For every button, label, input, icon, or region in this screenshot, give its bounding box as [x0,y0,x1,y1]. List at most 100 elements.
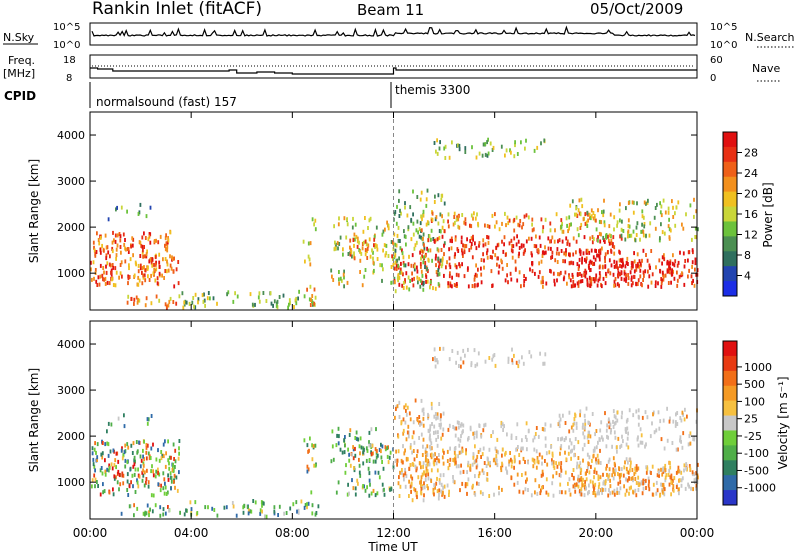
scatter-cell [368,430,371,435]
scatter-cell [310,298,312,302]
scatter-cell [307,254,310,259]
scatter-cell [443,273,445,278]
scatter-cell [612,425,615,429]
scatter-cell [637,443,640,448]
scatter-cell [639,274,642,279]
scatter-cell [127,250,130,254]
scatter-cell [598,491,600,496]
scatter-cell [377,470,380,475]
scatter-cell [111,240,114,245]
scatter-cell [128,263,130,268]
scatter-cell [438,480,441,485]
scatter-cell [304,259,306,264]
scatter-cell [399,270,401,275]
scatter-cell [475,246,478,251]
scatter-cell [688,268,690,273]
scatter-cell [262,291,265,295]
scatter-cell [487,240,490,245]
scatter-cell [539,351,541,356]
scatter-cell [679,435,682,440]
scatter-cell [118,232,121,236]
scatter-cell [330,268,333,273]
scatter-cell [670,476,673,481]
scatter-cell [404,205,406,210]
scatter-cell [630,277,633,282]
scatter-cell [441,225,444,230]
scatter-cell [682,412,684,417]
scatter-cell [600,420,603,425]
scatter-cell [331,429,334,434]
scatter-cell [486,255,489,260]
scatter-cell [369,216,372,221]
scatter-cell [645,201,647,206]
scatter-cell [335,242,337,247]
scatter-cell [623,271,626,276]
scatter-cell [575,425,578,430]
scatter-cell [91,484,93,489]
scatter-cell [655,265,657,270]
scatter-cell [423,243,425,248]
scatter-cell [403,405,406,410]
scatter-cell [482,491,484,496]
scatter-cell [579,212,582,217]
freq-panel [89,54,698,79]
scatter-cell [345,235,348,240]
scatter-cell [420,432,423,437]
scatter-cell [516,234,518,239]
scatter-cell [551,250,554,255]
scatter-cell [607,268,610,273]
scatter-cell [619,445,621,450]
scatter-cell [501,453,503,458]
scatter-cell [436,360,439,365]
scatter-cell [309,303,312,307]
scatter-cell [416,269,419,274]
scatter-cell [560,225,563,229]
scatter-cell [165,269,168,274]
scatter-cell [637,408,640,413]
scatter-cell [405,412,408,417]
scatter-cell [566,281,568,286]
scatter-cell [693,214,695,219]
scatter-cell [612,469,615,474]
scatter-cell [489,141,492,146]
scatter-cell [312,444,315,449]
scatter-cell [590,214,593,219]
scatter-cell [376,257,379,261]
scatter-cell [692,278,694,283]
scatter-cell [637,435,639,440]
scatter-cell [598,257,601,262]
scatter-cell [428,435,431,440]
scatter-cell [630,260,633,265]
scatter-cell [142,461,145,466]
scatter-cell [107,468,110,473]
scatter-cell [674,423,677,428]
scatter-cell [646,258,649,263]
scatter-cell [155,260,157,265]
scatter-cell [602,235,605,240]
scatter-cell [448,462,451,467]
scatter-cell [458,147,461,152]
scatter-cell [429,248,432,253]
scatter-cell [691,237,693,242]
scatter-cell [158,260,161,265]
scatter-cell [666,406,668,411]
scatter-cell [272,303,274,308]
colorbar-tick-label: 20 [744,188,758,201]
scatter-cell [406,213,409,218]
scatter-cell [626,256,629,261]
scatter-cell [588,261,591,266]
scatter-cell [128,266,130,271]
scatter-cell [273,509,276,514]
scatter-cell [402,444,404,449]
scatter-cell [477,267,479,272]
scatter-cell [549,221,552,226]
scatter-cell [503,424,505,429]
scatter-cell [522,222,525,227]
scatter-cell [582,458,584,463]
scatter-cell [484,152,487,157]
scatter-cell [571,473,573,477]
scatter-cell [364,252,367,257]
scatter-cell [467,266,469,271]
scatter-cell [150,301,153,306]
scatter-cell [682,251,685,256]
